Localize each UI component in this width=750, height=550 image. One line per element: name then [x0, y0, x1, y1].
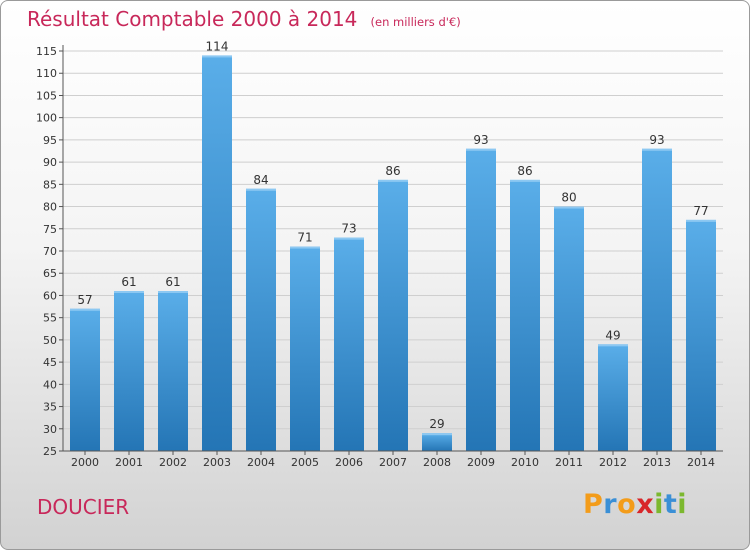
bar-highlight — [246, 188, 276, 191]
bar — [246, 188, 276, 451]
x-tick-label: 2011 — [555, 456, 583, 469]
logo-letter: x — [636, 489, 655, 520]
bar — [422, 433, 452, 451]
x-tick-label: 2007 — [379, 456, 407, 469]
logo-letter: P — [583, 489, 604, 520]
data-label: 61 — [165, 275, 180, 289]
y-tick-label: 75 — [43, 223, 57, 236]
x-tick-label: 2008 — [423, 456, 451, 469]
y-tick-label: 55 — [43, 312, 57, 325]
data-label: 80 — [561, 191, 576, 205]
y-tick-label: 40 — [43, 378, 57, 391]
bar — [686, 219, 716, 451]
data-label: 84 — [253, 173, 268, 187]
data-label: 93 — [649, 133, 664, 147]
x-tick-label: 2006 — [335, 456, 363, 469]
y-tick-label: 90 — [43, 156, 57, 169]
chart-unit-note: (en milliers d'€) — [370, 15, 461, 29]
logo-letter: r — [603, 489, 618, 520]
chart-title-block: Résultat Comptable 2000 à 2014 (en milli… — [27, 7, 461, 31]
chart-title: Résultat Comptable 2000 à 2014 — [27, 7, 358, 31]
bar-highlight — [334, 237, 364, 240]
x-tick-label: 2012 — [599, 456, 627, 469]
bar-highlight — [202, 55, 232, 58]
data-label: 114 — [206, 39, 229, 53]
bar — [598, 344, 628, 451]
bar-highlight — [510, 179, 540, 182]
y-tick-label: 30 — [43, 423, 57, 436]
bar-highlight — [114, 291, 144, 293]
y-tick-label: 60 — [43, 289, 57, 302]
bar-highlight — [378, 179, 408, 182]
y-tick-label: 100 — [36, 112, 57, 125]
bar-highlight — [686, 219, 716, 222]
data-label: 57 — [77, 293, 92, 307]
data-label: 71 — [297, 231, 312, 245]
bar — [114, 291, 144, 451]
x-tick-label: 2005 — [291, 456, 319, 469]
x-tick-label: 2010 — [511, 456, 539, 469]
bar-highlight — [70, 308, 100, 311]
proxiti-logo: Proxiti — [583, 489, 687, 520]
x-tick-label: 2000 — [71, 456, 99, 469]
x-tick-label: 2003 — [203, 456, 231, 469]
y-tick-label: 105 — [36, 89, 57, 102]
data-label: 93 — [473, 133, 488, 147]
data-label: 49 — [605, 328, 620, 342]
commune-name: DOUCIER — [37, 495, 130, 519]
bar — [290, 246, 320, 451]
bar-highlight — [554, 206, 584, 209]
y-tick-label: 70 — [43, 245, 57, 258]
y-tick-label: 95 — [43, 134, 57, 147]
data-label: 86 — [385, 164, 400, 178]
logo-letter: o — [617, 489, 637, 520]
bar — [554, 206, 584, 451]
data-label: 29 — [429, 417, 444, 431]
bar — [334, 237, 364, 451]
bar — [510, 179, 540, 451]
y-tick-label: 25 — [43, 445, 57, 458]
bar-highlight — [466, 148, 496, 151]
bar-highlight — [598, 344, 628, 347]
y-tick-label: 50 — [43, 334, 57, 347]
bar — [158, 291, 188, 451]
y-tick-label: 80 — [43, 201, 57, 214]
bar — [642, 148, 672, 451]
y-tick-label: 35 — [43, 401, 57, 414]
y-tick-label: 45 — [43, 356, 57, 369]
bar-highlight — [158, 291, 188, 293]
data-label: 86 — [517, 164, 532, 178]
bar-highlight — [290, 246, 320, 249]
y-tick-label: 65 — [43, 267, 57, 280]
bar — [466, 148, 496, 451]
data-label: 73 — [341, 222, 356, 236]
bar-highlight — [642, 148, 672, 151]
x-tick-label: 2002 — [159, 456, 187, 469]
x-tick-label: 2009 — [467, 456, 495, 469]
y-tick-label: 115 — [36, 45, 57, 58]
y-tick-label: 85 — [43, 178, 57, 191]
y-tick-label: 110 — [36, 67, 57, 80]
logo-letter: i — [677, 489, 688, 520]
data-label: 61 — [121, 275, 136, 289]
x-tick-label: 2014 — [687, 456, 715, 469]
x-tick-label: 2013 — [643, 456, 671, 469]
x-tick-label: 2001 — [115, 456, 143, 469]
bar-highlight — [422, 433, 452, 436]
data-label: 77 — [693, 204, 708, 218]
logo-letter: t — [663, 489, 678, 520]
bar — [70, 308, 100, 451]
bar — [202, 55, 232, 451]
logo-letter: i — [654, 489, 664, 520]
bar — [378, 179, 408, 451]
x-tick-label: 2004 — [247, 456, 275, 469]
